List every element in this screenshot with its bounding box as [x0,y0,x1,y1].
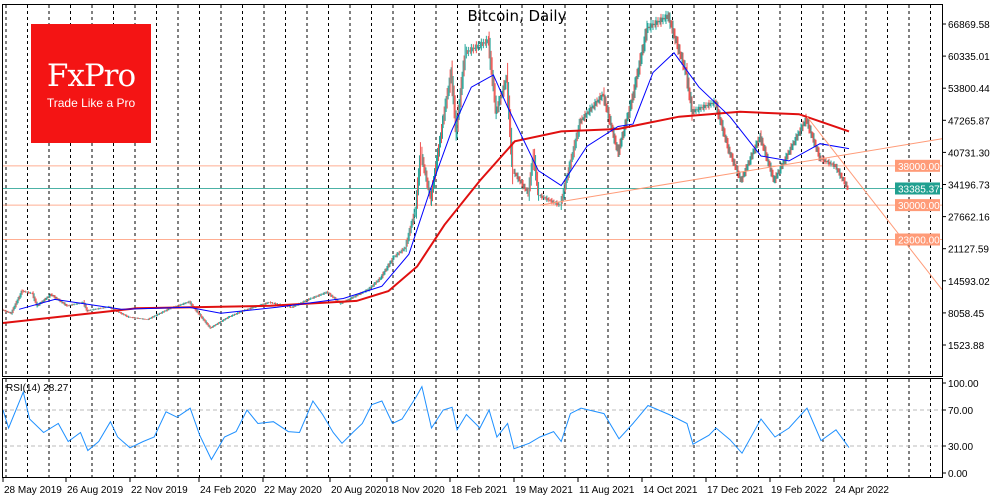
date-tick-label: 26 Aug 2019 [67,485,124,496]
fxpro-logo: FxPro Trade Like a Pro [31,24,151,143]
date-tick-label: 19 May 2021 [515,485,573,496]
trendline [806,116,943,290]
level-tag [895,233,940,246]
rsi-line [2,385,850,461]
date-tick-label: 22 May 2020 [264,485,322,496]
trendline [539,138,943,206]
date-tick-label: 28 May 2019 [4,485,62,496]
rsi-tick-label: 70.00 [948,406,973,417]
logo-brand: FxPro [46,58,136,94]
ma-fast-line [18,52,850,314]
grid [5,5,931,477]
level-tags: 38000.00 33385.37 30000.00 23000.00 [895,159,940,247]
price-tick-label: 27662.16 [948,213,990,224]
price-tick-label: 21127.59 [948,245,989,256]
price-tick-label: 34196.73 [948,181,990,192]
level-tag-label: 38000.00 [898,162,940,173]
level-tag-label: 33385.37 [898,184,940,195]
price-axis: 66869.58 60335.01 53800.44 47265.87 40731.30… [942,20,990,480]
price-tick-label: 40731.30 [948,148,990,159]
rsi-label: RSI(14) 28.27 [6,383,69,394]
price-tick-label: 47265.87 [948,116,990,127]
date-tick-label: 19 Feb 2022 [771,485,828,496]
price-tick-label: 1523.88 [948,341,985,352]
date-tick-label: 14 Oct 2021 [643,485,698,496]
date-tick-label: 18 Feb 2021 [451,485,508,496]
date-tick-label: 24 Feb 2020 [200,485,257,496]
rsi-tick-label: 100.00 [948,379,979,390]
rsi-tick-label: 30.00 [948,442,973,453]
date-tick-label: 24 Apr 2022 [835,485,889,496]
rsi-panel [2,385,942,461]
chart-title: Bitcoin, Daily [468,7,567,25]
date-tick-label: 18 Nov 2020 [388,485,445,496]
level-tag-label: 30000.00 [898,201,940,212]
price-tick-label: 66869.58 [948,20,990,31]
level-tag [895,199,940,212]
trendlines [539,116,943,290]
price-tick-label: 60335.01 [948,52,990,63]
date-tick-label: 20 Aug 2020 [331,485,388,496]
date-tick-label: 22 Nov 2019 [131,485,188,496]
ma-slow-line [2,110,850,324]
level-tag [895,182,940,195]
moving-averages [2,52,850,324]
level-tag-label: 23000.00 [898,236,940,247]
price-tick-label: 14593.02 [948,277,990,288]
price-tick-label: 53800.44 [948,84,990,95]
price-tick-label: 8058.45 [948,309,985,320]
level-tag [895,159,940,172]
panel-frames [2,4,943,478]
main-panel-frame [2,4,943,377]
date-axis: 28 May 2019 26 Aug 2019 22 Nov 2019 24 Feb … [2,477,889,496]
rsi-tick-label: 0.00 [948,469,968,480]
date-tick-label: 11 Aug 2021 [579,485,635,496]
logo-slogan: Trade Like a Pro [46,96,136,110]
rsi-panel-frame [2,378,943,478]
date-tick-label: 17 Dec 2021 [707,485,764,496]
